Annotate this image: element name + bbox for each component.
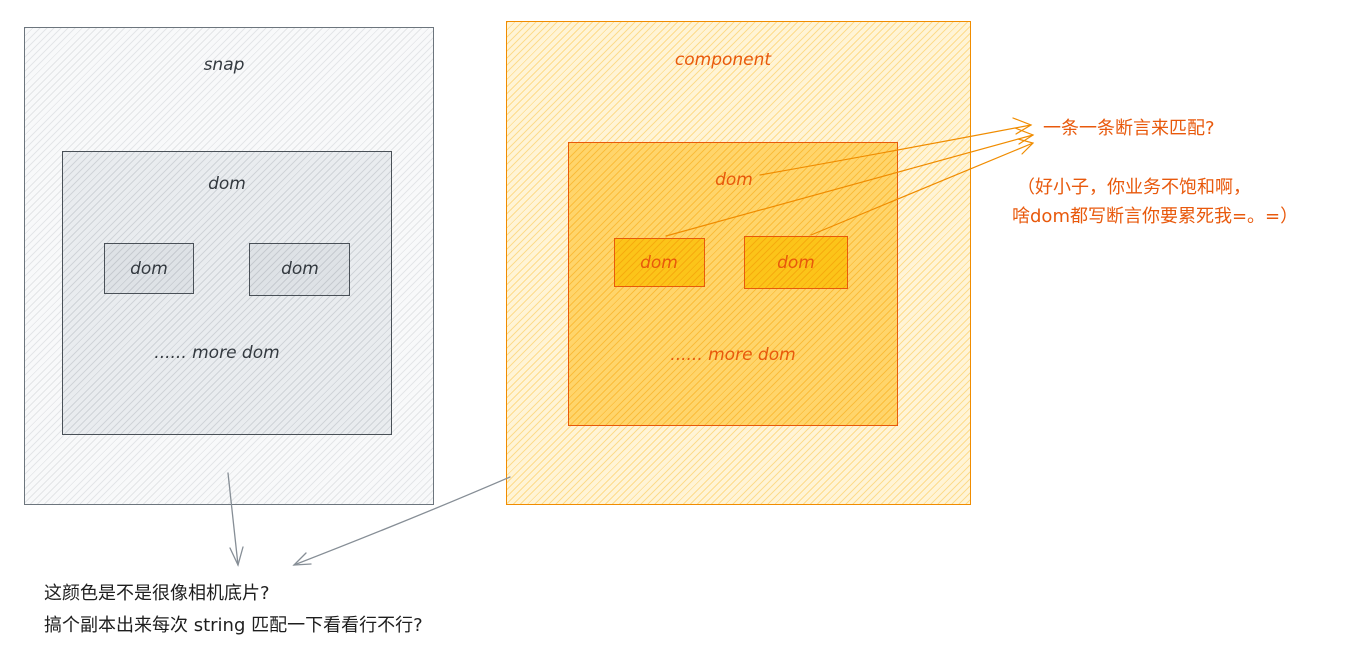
- component-child-dom-2: [744, 236, 848, 289]
- bottom-question-2: 搞个副本出来每次 string 匹配一下看看行不行?: [44, 615, 423, 636]
- snap-child-dom-2: [249, 243, 350, 296]
- snap-more-dom-label: ...... more dom: [154, 343, 280, 363]
- bottom-question-1: 这颜色是不是很像相机底片?: [44, 583, 270, 604]
- comment-line-1: （好小子，你业务不饱和啊，: [1017, 177, 1251, 198]
- component-child-dom-1-label: dom: [640, 253, 678, 273]
- snap-title: snap: [203, 55, 245, 75]
- assert-each-note: 一条一条断言来匹配?: [1043, 118, 1215, 139]
- snap-child-dom-1-label: dom: [130, 259, 168, 279]
- component-more-dom-label: ...... more dom: [670, 345, 796, 365]
- component-child-dom-2-label: dom: [777, 253, 815, 273]
- component-child-dom-1: [614, 238, 705, 287]
- comment-line-2: 啥dom都写断言你要累死我=。=）: [1012, 206, 1299, 227]
- snap-dom-label: dom: [208, 174, 246, 194]
- snap-child-dom-1: [104, 243, 194, 294]
- component-dom-label: dom: [715, 170, 753, 190]
- snap-child-dom-2-label: dom: [281, 259, 319, 279]
- component-title: component: [674, 50, 772, 70]
